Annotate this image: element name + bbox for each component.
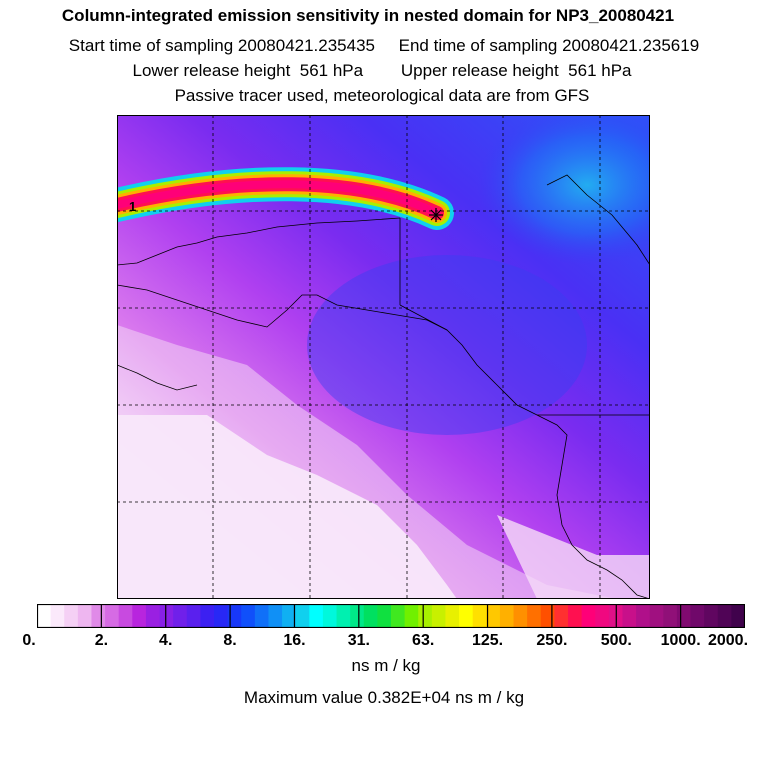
colorbar-swatch [309,604,324,628]
colorbar-swatch [295,604,310,628]
plot-title: Column-integrated emission sensitivity i… [61,6,675,25]
colorbar-swatch [391,604,406,628]
colorbar-swatch [377,604,392,628]
colorbar-swatch [186,604,201,628]
colorbar-swatch [91,604,106,628]
release-height-line: Lower release height 561 hPa Upper relea… [132,61,632,80]
colorbar-swatch [322,604,338,628]
colorbar-swatch [159,604,174,628]
colorbar-tick-label: 16. [283,632,306,649]
colorbar-tick-label: 2000. [707,632,749,649]
map-frame [117,115,650,599]
sensitivity-map: 1 [117,115,650,599]
colorbar-swatch [350,604,365,628]
point-label: 1 [129,199,136,214]
colorbar-swatch [145,604,161,628]
colorbar-swatch [731,604,745,628]
colorbar-swatch [336,604,351,628]
colorbar-swatch [37,604,52,628]
colorbar-swatch [404,604,419,628]
colorbar-tick-label: 125. [471,632,504,649]
colorbar-swatch [513,604,528,628]
colorbar-swatch [173,604,188,628]
colorbar-swatch [105,604,120,628]
colorbar-frame [37,604,745,628]
colorbar-swatch [214,604,229,628]
low-sensitivity-region-2 [117,325,617,599]
colorbar-swatch [282,604,297,628]
cyan-region [477,115,650,265]
colorbar-swatch [704,604,719,628]
colorbar-swatch [64,604,79,628]
low-sensitivity-region-3 [497,515,650,599]
colorbar-tick-label: 31. [347,632,370,649]
colorbar-swatch [418,604,433,628]
colorbar-swatch [554,604,569,628]
colorbar-swatch [227,604,242,628]
colorbar-swatch [636,604,651,628]
colorbar-swatch [254,604,269,628]
colorbar-swatch [132,604,147,628]
colorbar-swatch [431,604,446,628]
colorbar-swatch [200,604,215,628]
colorbar-tick-label: 1000. [660,632,701,649]
colorbar-tick-label: 250. [536,632,568,649]
release-point-star-icon [429,208,443,222]
plume [117,167,454,230]
colorbar-swatch [118,604,133,628]
colorbar-swatch [690,604,705,628]
colorbar-tick-label: 4. [159,632,173,649]
colorbar-swatch [540,604,555,628]
maximum-value-label: Maximum value 0.382E+04 ns m / kg [243,688,525,707]
colorbar-swatch [499,604,515,628]
colorbar-tick-label: 8. [223,632,237,649]
colorbar-unit-label: ns m / kg [351,656,421,675]
colorbar [37,604,745,628]
colorbar-swatch [472,604,487,628]
tracer-info-line: Passive tracer used, meteorological data… [174,86,590,105]
colorbar-tick-label: 500. [600,632,632,649]
colorbar-swatch [363,604,378,628]
colorbar-swatch [459,604,474,628]
colorbar-swatch [568,604,583,628]
colorbar-swatch [527,604,542,628]
colorbar-swatch [676,604,692,628]
colorbar-tick-label: 63. [412,632,435,649]
colorbar-swatch [717,604,732,628]
graticule [117,115,650,599]
colorbar-swatch [50,604,65,628]
colorbar-swatch [581,604,596,628]
colorbar-swatch [622,604,637,628]
colorbar-swatch [77,604,92,628]
colorbar-swatch [663,604,678,628]
colorbar-swatch [595,604,610,628]
blue-region [307,255,587,435]
coastlines [117,174,650,599]
colorbar-tick-label: 2. [94,632,109,649]
colorbar-swatch [268,604,283,628]
colorbar-swatch [649,604,664,628]
sampling-time-line: Start time of sampling 20080421.235435 E… [68,36,700,55]
colorbar-tick-label: 0. [22,632,36,649]
colorbar-swatch [241,604,256,628]
colorbar-swatch [486,604,501,628]
colorbar-swatch [445,604,460,628]
